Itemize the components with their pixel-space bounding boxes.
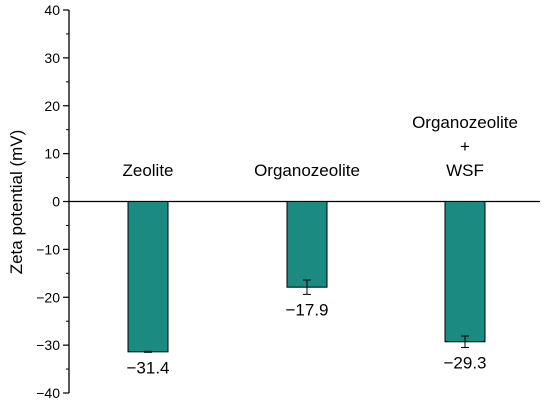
y-tick-label: −10: [36, 241, 60, 257]
bar: [444, 201, 486, 343]
bars-group: [127, 201, 486, 353]
y-tick-label: 30: [44, 50, 60, 66]
labels-group: −31.4 Zeolite −17.9 Organozeolite −29.3 Organ…: [122, 113, 517, 377]
category-label: Organozeolite: [412, 113, 518, 132]
category-label: +: [460, 137, 470, 156]
y-axis-title: Zeta potential (mV): [7, 130, 26, 275]
y-tick-label: −40: [36, 385, 60, 401]
y-tick-label: 20: [44, 98, 60, 114]
data-label: −17.9: [285, 300, 328, 319]
category-label: WSF: [446, 161, 484, 180]
bar: [286, 201, 328, 288]
data-label: −29.3: [443, 354, 486, 373]
y-tick-label: −20: [36, 289, 60, 305]
y-tick-label: 0: [52, 194, 60, 210]
data-label: −31.4: [126, 358, 169, 377]
category-label: Organozeolite: [254, 161, 360, 180]
y-tick-label: −30: [36, 337, 60, 353]
y-tick-label: 10: [44, 146, 60, 162]
category-label: Zeolite: [122, 161, 173, 180]
bar: [127, 201, 169, 353]
y-tick-label: 40: [44, 2, 60, 18]
